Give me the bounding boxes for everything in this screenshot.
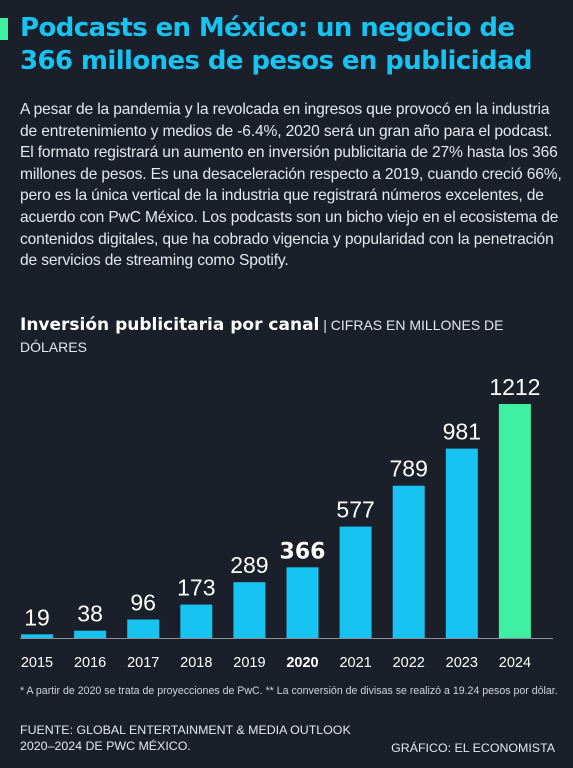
source-text: FUENTE: GLOBAL ENTERTAINMENT & MEDIA OUT… [20,723,351,753]
bar-value-label-2022: 789 [390,456,428,482]
bar-2022 [392,485,425,638]
x-tick-label-2020: 2020 [286,655,318,671]
chart-heading: Inversión publicitaria por canal | CIFRA… [20,314,565,358]
bar-2017 [127,619,160,638]
title-accent-bar [0,18,8,40]
bar-value-label-2017: 96 [130,590,156,616]
bar-2016 [74,630,107,638]
x-tick-label-2019: 2019 [233,655,265,671]
bar-2018 [180,604,213,638]
x-tick-label-2021: 2021 [339,655,371,671]
bar-2019 [233,582,266,638]
chart-title-separator: | [323,317,327,333]
intro-paragraph: A pesar de la pandemia y la revolcada en… [20,101,562,270]
bar-value-label-2018: 173 [177,575,215,601]
bar-2015 [21,634,53,638]
bar-value-label-2021: 577 [336,497,374,523]
x-tick-label-2015: 2015 [21,655,53,671]
bar-value-label-2016: 38 [77,601,103,627]
bar-value-label-2023: 981 [443,419,481,445]
x-tick-label-2016: 2016 [74,655,106,671]
bar-2020 [286,567,319,638]
bar-value-label-2020: 366 [280,539,326,564]
x-tick-label-2023: 2023 [446,655,478,671]
bar-2024 [498,404,531,638]
chart-subtitle: CIFRAS EN MILLONES DE DÓLARES [20,317,504,355]
chart-title: Inversión publicitaria por canal [20,315,320,335]
x-tick-label-2024: 2024 [499,655,531,671]
bar-chart: 19 2015 38 2016 96 2017 173 2018 289 2019 366 2020 5… [20,374,553,671]
credit-text: GRÁFICO: EL ECONOMISTA [391,741,555,755]
bar-value-label-2015: 19 [24,604,50,630]
bar-2021 [339,526,372,638]
footnote: * A partir de 2020 se trata de proyeccio… [20,685,558,697]
x-tick-label-2017: 2017 [127,655,159,671]
x-tick-label-2022: 2022 [393,655,425,671]
bar-2023 [445,448,478,638]
bar-value-label-2024: 1212 [489,374,540,400]
x-tick-label-2018: 2018 [180,655,212,671]
bar-value-label-2019: 289 [230,552,268,578]
page-title: Podcasts en México: un negocio de 366 mi… [20,13,533,76]
